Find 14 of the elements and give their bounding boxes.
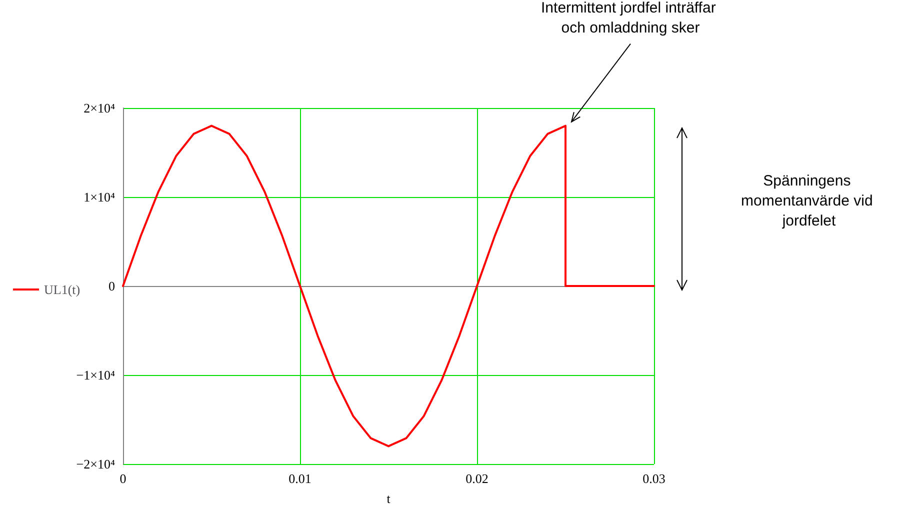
y-tick-label: 1×10⁴ — [84, 190, 116, 204]
x-tick-label: 0.02 — [466, 471, 488, 486]
annotation: Intermittent jordfel inträffar och omladdning sker — [541, 0, 720, 36]
text: Spänningens momentanvärde vid jordfelet — [741, 172, 877, 230]
y-tick-label: 0 — [108, 278, 115, 294]
x-tick-label: 0.01 — [288, 471, 312, 486]
y-tick-label: −1×10⁴ — [76, 368, 116, 382]
x-tick-label: 0.03 — [642, 471, 666, 486]
y-tick-label: 2×10⁴ — [84, 100, 116, 116]
y-tick-label: −2×10⁴ — [76, 456, 116, 472]
x-axis-title: t — [386, 491, 391, 506]
legend-label: UL1(t) — [44, 282, 80, 297]
x-tick-label: 0 — [120, 471, 126, 486]
line-series — [122, 124, 655, 448]
